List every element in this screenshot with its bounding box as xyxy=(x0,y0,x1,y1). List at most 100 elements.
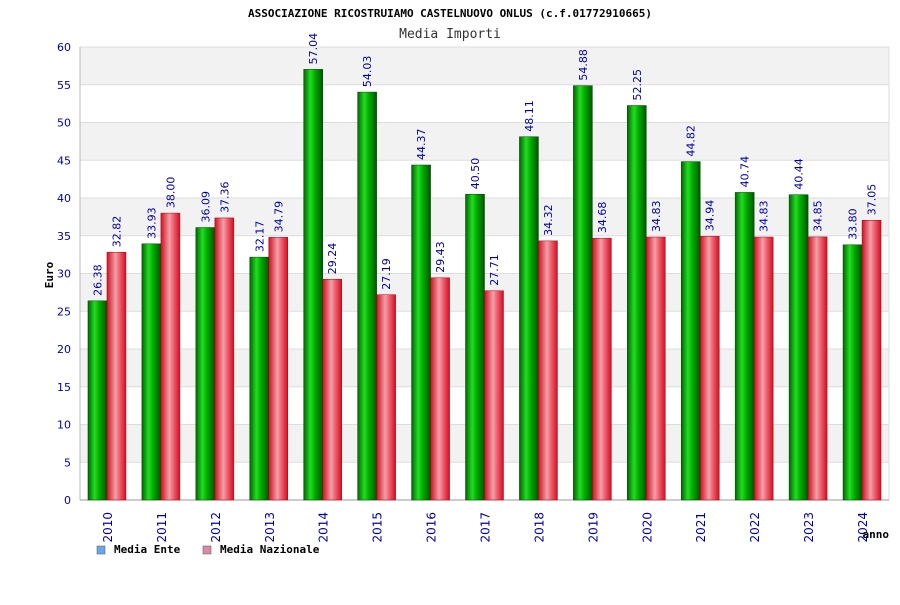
y-axis-label: Euro xyxy=(43,261,56,288)
y-axis-ticks: 0 5 10 15 20 25 30 35 40 45 50 55 60 xyxy=(57,41,71,507)
grid-band xyxy=(80,47,889,85)
data-label: 48.11 xyxy=(523,100,536,132)
x-tick-label: 2013 xyxy=(263,512,277,543)
x-axis-ticks: 2010 2011 2012 2013 2014 2015 2016 2017 2018 2019… xyxy=(101,512,870,543)
data-label: 34.68 xyxy=(596,202,609,234)
y-tick-label: 35 xyxy=(57,230,71,243)
legend-label: Media Ente xyxy=(114,543,181,556)
x-tick-label: 2015 xyxy=(371,512,385,543)
bar-media-ente xyxy=(411,164,431,501)
bar-media-ente xyxy=(303,69,323,501)
bar-media-nazionale xyxy=(861,220,882,501)
x-tick-label: 2018 xyxy=(532,512,546,543)
x-tick-label: 2024 xyxy=(856,512,870,543)
bar-media-ente xyxy=(842,244,863,501)
x-tick-label: 2017 xyxy=(479,512,493,543)
x-tick-label: 2010 xyxy=(101,512,115,543)
data-label: 54.88 xyxy=(577,49,590,81)
bar-media-nazionale xyxy=(106,251,127,501)
bar-media-ente xyxy=(734,192,755,501)
bar-media-nazionale xyxy=(322,278,342,501)
data-label: 29.43 xyxy=(434,241,447,273)
y-tick-label: 0 xyxy=(64,494,71,507)
x-tick-label: 2014 xyxy=(317,512,331,543)
x-tick-label: 2012 xyxy=(209,512,223,543)
data-label: 32.17 xyxy=(253,221,266,253)
bar-media-nazionale xyxy=(807,236,828,501)
data-label: 40.50 xyxy=(469,158,482,190)
bar-media-ente xyxy=(573,85,593,501)
data-label: 32.82 xyxy=(110,216,123,248)
data-label: 34.32 xyxy=(542,204,555,236)
data-label: 34.94 xyxy=(704,200,717,232)
data-label: 44.37 xyxy=(415,129,428,161)
data-label: 26.38 xyxy=(91,264,104,296)
bar-media-ente xyxy=(465,193,485,501)
x-axis-label: anno xyxy=(863,528,890,541)
x-tick-label: 2022 xyxy=(748,512,762,543)
data-label: 33.93 xyxy=(145,207,158,239)
bars xyxy=(87,69,882,501)
data-label: 37.05 xyxy=(866,184,879,216)
data-label: 57.04 xyxy=(307,33,320,65)
data-label: 40.44 xyxy=(793,158,806,190)
data-label: 54.03 xyxy=(361,56,374,88)
chart-title: ASSOCIAZIONE RICOSTRUIAMO CASTELNUOVO ON… xyxy=(248,7,652,20)
bar-media-ente xyxy=(195,227,216,501)
data-label: 37.36 xyxy=(218,181,231,212)
data-label: 36.09 xyxy=(199,191,212,223)
bar-media-nazionale xyxy=(214,217,235,501)
bar-media-nazionale xyxy=(699,235,720,501)
legend: Media Ente Media Nazionale xyxy=(96,543,320,556)
data-label: 34.83 xyxy=(758,201,771,233)
x-tick-label: 2011 xyxy=(155,512,169,543)
y-tick-label: 15 xyxy=(57,381,71,394)
y-tick-label: 60 xyxy=(57,41,71,54)
y-tick-label: 55 xyxy=(57,79,71,92)
data-label: 33.80 xyxy=(847,208,860,240)
legend-swatch xyxy=(202,545,212,555)
bar-media-ente xyxy=(141,243,162,501)
x-tick-label: 2020 xyxy=(640,512,654,543)
data-label: 27.19 xyxy=(380,258,393,290)
bar-media-ente xyxy=(627,105,647,501)
y-tick-label: 30 xyxy=(57,268,71,281)
data-label: 40.74 xyxy=(739,156,752,188)
bar-media-nazionale xyxy=(646,236,666,501)
data-label: 27.71 xyxy=(488,254,501,286)
bar-media-nazionale xyxy=(430,277,450,501)
data-label: 34.85 xyxy=(812,200,825,232)
x-tick-label: 2023 xyxy=(802,512,816,543)
y-tick-label: 20 xyxy=(57,343,71,356)
y-tick-label: 40 xyxy=(57,192,71,205)
bar-media-ente xyxy=(788,194,809,501)
data-label: 38.00 xyxy=(164,177,177,209)
data-labels: 26.38 32.82 33.93 38.00 36.09 37.36 32.17 34.79… xyxy=(91,33,878,296)
bar-media-nazionale xyxy=(484,290,504,501)
data-label: 44.82 xyxy=(685,125,698,157)
y-tick-label: 45 xyxy=(57,154,71,167)
bar-media-nazionale xyxy=(376,294,396,501)
bar-media-nazionale xyxy=(538,240,558,501)
y-tick-label: 5 xyxy=(64,456,71,469)
grid-band xyxy=(80,122,889,161)
x-tick-label: 2021 xyxy=(694,512,708,543)
data-label: 34.79 xyxy=(272,201,285,233)
bar-media-ente xyxy=(87,300,108,501)
bar-media-nazionale xyxy=(268,237,289,501)
y-tick-label: 10 xyxy=(57,419,71,432)
bar-media-nazionale xyxy=(592,237,612,501)
y-tick-label: 50 xyxy=(57,117,71,130)
bar-media-ente xyxy=(249,256,270,501)
data-label: 29.24 xyxy=(326,243,339,275)
legend-label: Media Nazionale xyxy=(220,543,320,556)
x-tick-label: 2016 xyxy=(425,512,439,543)
x-tick-label: 2019 xyxy=(586,512,600,543)
legend-swatch xyxy=(96,545,106,555)
data-label: 34.83 xyxy=(650,201,663,233)
bar-media-nazionale xyxy=(160,212,181,501)
y-tick-label: 25 xyxy=(57,305,71,318)
data-label: 52.25 xyxy=(631,69,644,101)
